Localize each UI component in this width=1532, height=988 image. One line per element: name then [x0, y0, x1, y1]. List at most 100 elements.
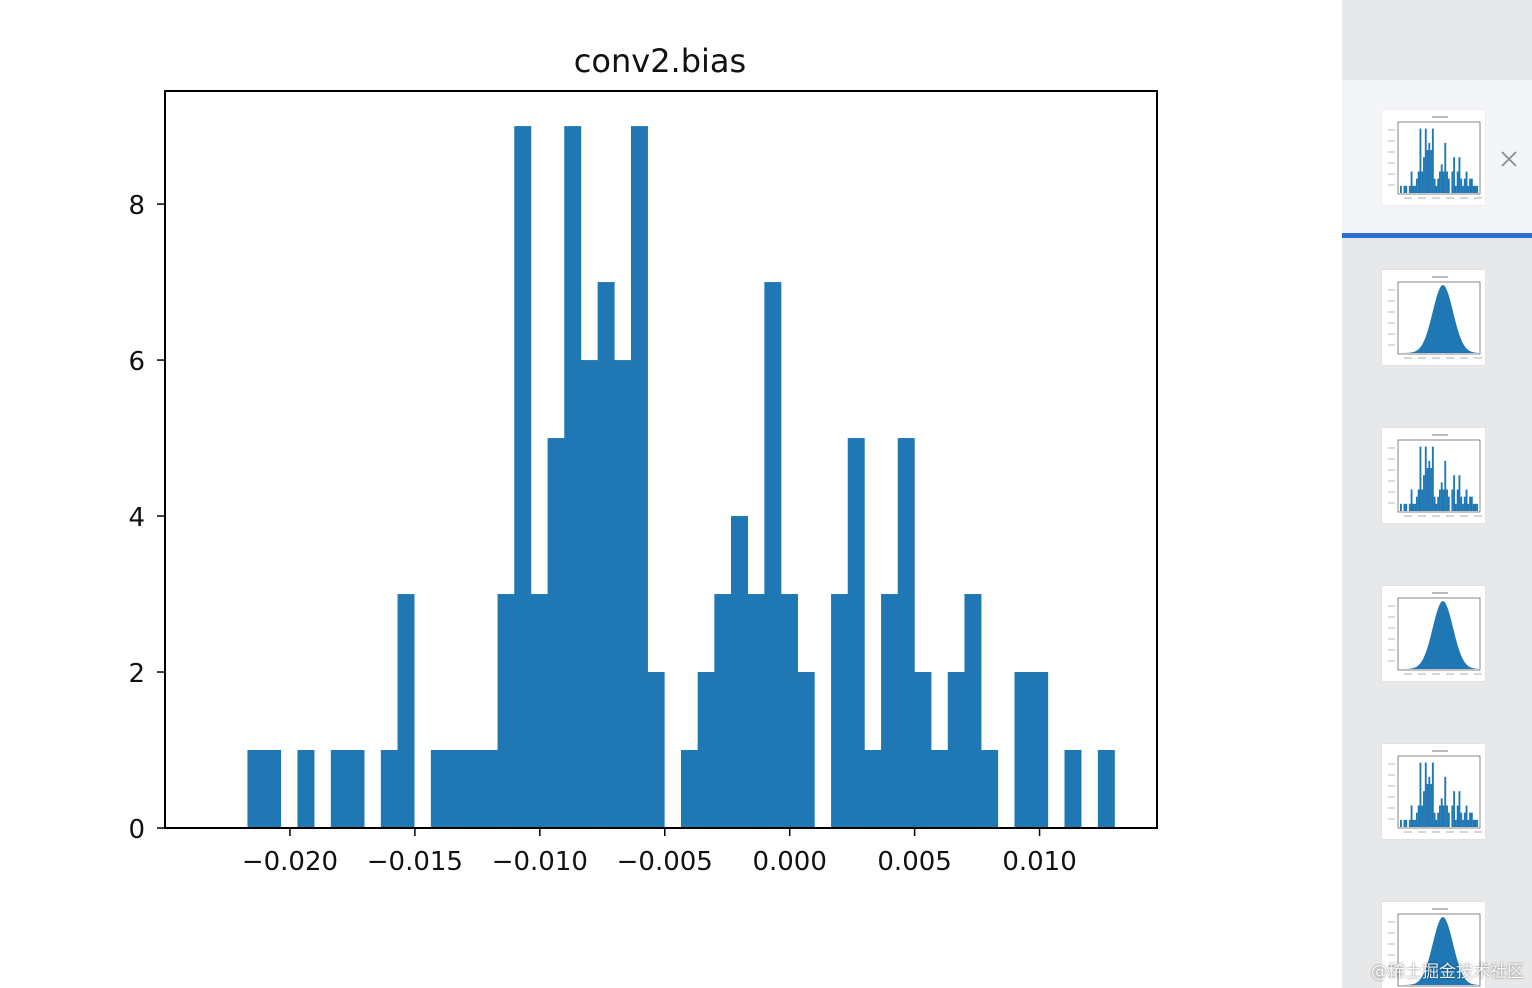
thumbnail-bar [1426, 784, 1429, 827]
thumbnail-bar [1423, 157, 1425, 193]
thumbnail-frame [1397, 913, 1481, 987]
thumbnail-bar [1474, 185, 1477, 193]
thumbnail-item[interactable] [1342, 712, 1532, 870]
thumbnail-bar [1456, 171, 1459, 193]
histogram-bar [480, 750, 498, 828]
thumbnail-bar [1426, 150, 1429, 193]
thumbnail-bar [1412, 185, 1415, 193]
watermark: @稀土掘金技术社区 [1371, 962, 1524, 982]
thumbnail-bar [1437, 178, 1440, 193]
histogram-bar [714, 594, 732, 828]
thumbnail-bar [1476, 503, 1479, 511]
thumbnail-image[interactable] [1382, 428, 1485, 523]
thumbnail-bar [1414, 503, 1417, 511]
thumbnail-chart [1388, 908, 1481, 987]
thumbnail-bar [1439, 171, 1441, 193]
histogram-bar [947, 672, 965, 828]
thumbnail-bar [1465, 805, 1468, 827]
thumbnail-bar [1415, 496, 1418, 511]
thumbnail-bar [1442, 171, 1445, 193]
thumbnail-bar [1410, 171, 1413, 193]
thumbnail-bar [1462, 503, 1464, 511]
thumbnail-image[interactable] [1382, 586, 1485, 681]
thumbnail-image[interactable] [1382, 110, 1485, 205]
thumbnail-bell-shape [1400, 601, 1478, 669]
thumbnail-item[interactable] [1342, 870, 1532, 988]
thumbnail-bar [1454, 185, 1457, 193]
thumbnail-bar [1437, 496, 1440, 511]
thumbnail-bar [1472, 503, 1475, 511]
histogram-bar [1097, 750, 1115, 828]
thumbnail-bar [1469, 496, 1472, 511]
thumbnail-bar [1428, 142, 1431, 193]
thumbnail-bar [1472, 185, 1475, 193]
thumbnail-sidebar[interactable] [1342, 0, 1532, 988]
y-tick-label: 8 [128, 191, 145, 221]
thumbnail-bar [1447, 178, 1450, 193]
histogram-bar [514, 126, 532, 829]
thumbnail-bar [1444, 460, 1447, 511]
histogram-bar [764, 282, 782, 828]
thumbnail-item[interactable] [1342, 0, 1532, 80]
histogram-bar [747, 594, 765, 828]
thumbnail-bar [1463, 496, 1466, 511]
thumbnail-bar [1421, 489, 1424, 511]
thumbnail-item[interactable] [1342, 238, 1532, 396]
x-tick-label: −0.015 [367, 847, 463, 877]
histogram-bar [464, 750, 482, 828]
histogram-bar [1031, 672, 1049, 828]
histogram-bar [264, 750, 282, 828]
thumbnail-bar [1415, 812, 1418, 827]
histogram-bar [731, 516, 748, 828]
thumbnail-item[interactable] [1342, 554, 1532, 712]
histogram-bar [380, 750, 398, 828]
thumbnail-item[interactable] [1342, 396, 1532, 554]
thumbnail-bar [1474, 819, 1477, 827]
thumbnail-bar [1454, 819, 1457, 827]
x-tick-label: 0.000 [752, 847, 826, 877]
thumbnail-bar [1453, 791, 1456, 827]
thumbnail-bar [1400, 503, 1402, 511]
thumbnail-bar [1444, 142, 1447, 193]
thumbnail-bar [1433, 812, 1436, 827]
thumbnail-bar [1435, 819, 1438, 827]
thumbnail-bar [1465, 489, 1468, 511]
histogram-bar [981, 750, 999, 828]
thumbnail-bar [1467, 503, 1470, 511]
bars [247, 126, 1115, 829]
histogram-bar [580, 360, 598, 828]
thumbnail-bar [1463, 178, 1466, 193]
thumbnail-frame [1397, 281, 1481, 355]
thumbnail-frame [1397, 439, 1481, 513]
thumbnail-bar [1446, 489, 1448, 511]
thumbnail-bar [1430, 784, 1433, 827]
thumbnail-bar [1414, 185, 1417, 193]
thumbnail-image[interactable] [1382, 902, 1485, 988]
thumbnail-bar [1467, 819, 1470, 827]
thumbnail-bar [1405, 819, 1408, 827]
histogram-bar [297, 750, 315, 828]
thumbnail-bar [1472, 819, 1475, 827]
thumbnail-image[interactable] [1382, 270, 1485, 365]
histogram-bar [397, 594, 415, 828]
thumbnail-item[interactable] [1342, 80, 1532, 238]
thumbnail-bar [1431, 128, 1434, 193]
thumbnail-bar [1430, 150, 1433, 193]
thumbnail-image[interactable] [1382, 744, 1485, 839]
thumbnail-bar [1410, 489, 1413, 511]
thumbnail-bar [1442, 805, 1445, 827]
histogram-bar [964, 594, 982, 828]
thumbnail-bar [1446, 805, 1448, 827]
thumbnail-bar [1444, 776, 1447, 827]
thumbnail-bar [1405, 503, 1408, 511]
histogram-bar [781, 594, 799, 828]
x-tick-label: 0.005 [877, 847, 951, 877]
close-icon[interactable] [1498, 148, 1520, 170]
thumbnail-bar [1424, 446, 1427, 511]
thumbnail-bar [1451, 171, 1454, 193]
y-tick-label: 4 [128, 503, 145, 533]
thumbnail-bar [1442, 489, 1445, 511]
histogram-bar [931, 750, 949, 828]
thumbnail-chart [1388, 592, 1482, 675]
thumbnail-bar [1460, 178, 1463, 193]
